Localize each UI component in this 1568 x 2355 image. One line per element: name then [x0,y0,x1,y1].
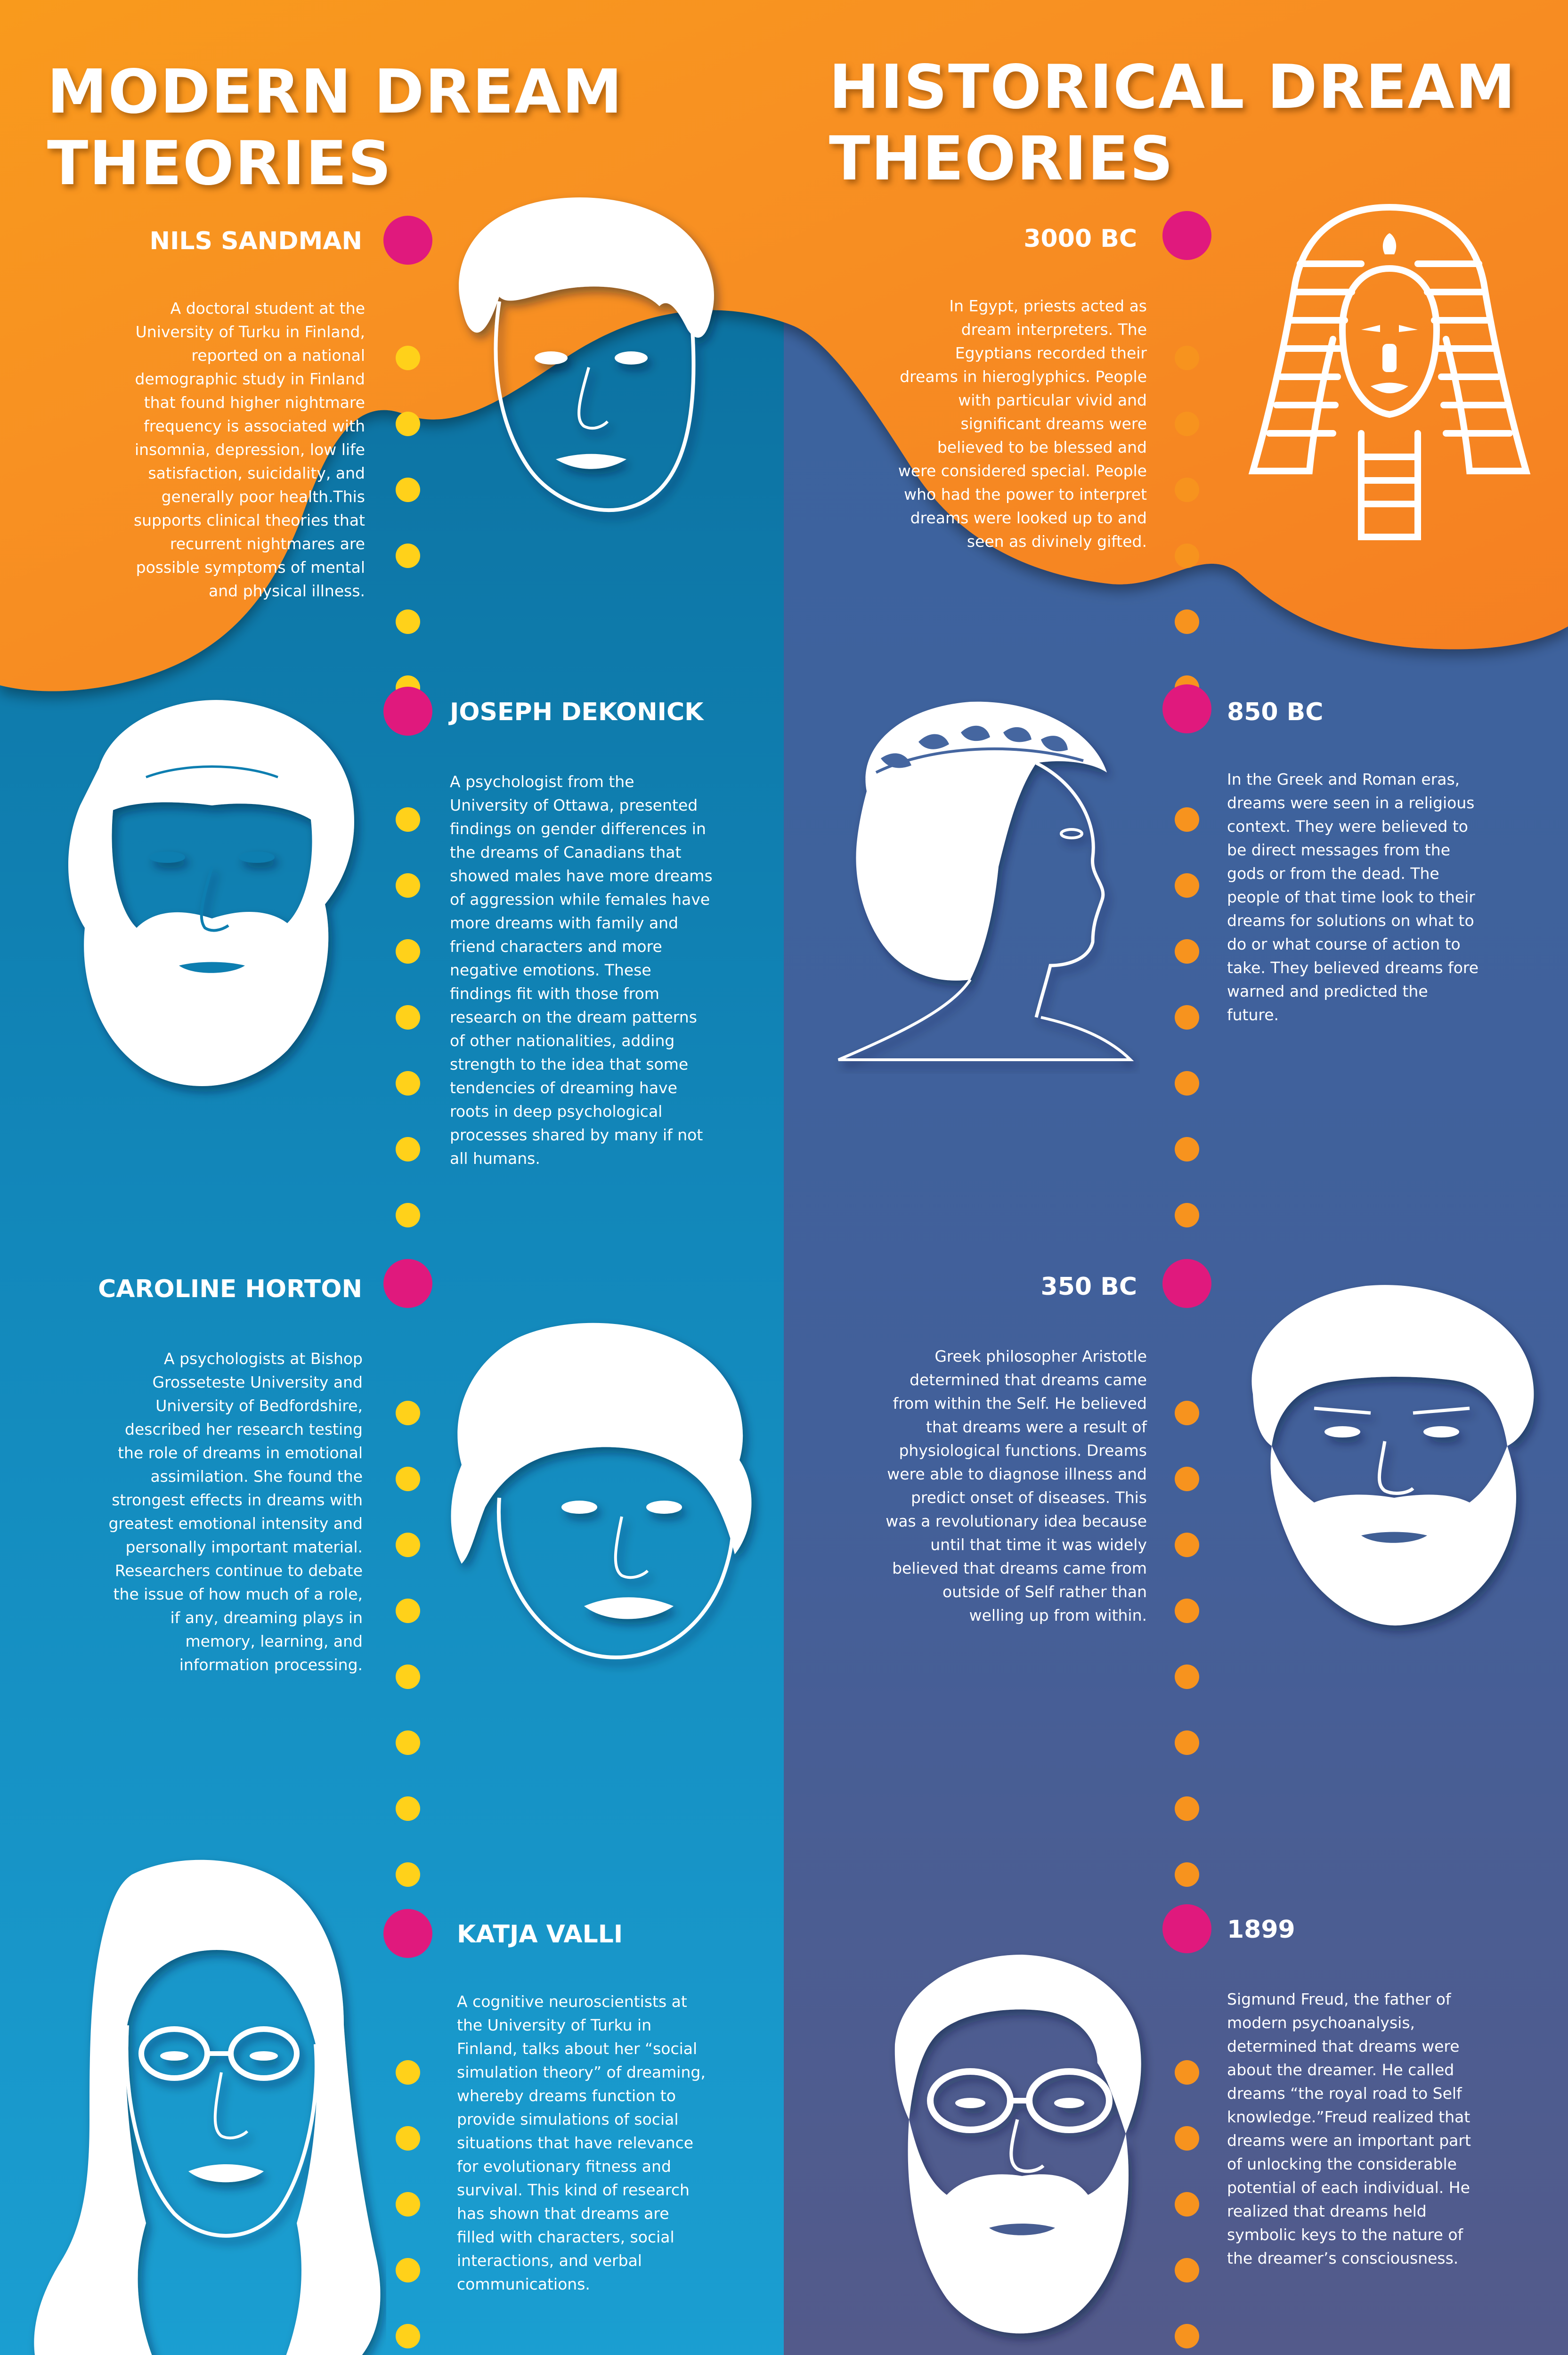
historical-timeline-dot [1175,346,1199,370]
modern-milestone-dot-2 [383,687,432,736]
historical-timeline-dot [1175,2126,1199,2151]
3000bc-label: 3000 BC [1024,225,1137,253]
modern-timeline-dot [396,346,420,370]
historical-timeline-dot [1175,1533,1199,1557]
modern-timeline-dot [396,939,420,964]
orange-cloud-banner [0,0,1568,691]
historical-timeline-dot [1175,609,1199,634]
historical-timeline-dot [1175,1796,1199,1821]
modern-timeline-dot [396,1203,420,1227]
historical-timeline-dot [1175,412,1199,436]
850bc-text: In the Greek and Roman eras, dreams were… [1227,770,1479,1024]
modern-heading-line2: THEORIES [47,129,392,199]
modern-timeline-dot [396,544,420,568]
joseph-dekonick-text: A psychologist from the University of Ot… [450,772,713,1168]
joseph-dekonick-name: JOSEPH DEKONICK [450,698,704,726]
modern-heading-line1: MODERN DREAM [47,57,623,127]
modern-milestone-dot-3 [383,1259,432,1308]
historical-timeline-dot [1175,1137,1199,1161]
modern-timeline-dot [396,2192,420,2217]
historical-timeline-dot [1175,2192,1199,2217]
850bc-label: 850 BC [1227,698,1324,726]
modern-timeline-dot [396,1599,420,1623]
historical-milestone-dot-1 [1162,211,1211,260]
nils-sandman-name: NILS SANDMAN [149,227,362,255]
laurel-wreath-profile-icon [837,701,1134,1061]
historical-theories-heading: HISTORICAL DREAM THEORIES [829,52,1516,195]
historical-milestone-dot-3 [1162,1259,1211,1308]
young-man-portrait-icon [459,197,714,512]
freud-portrait-icon [894,1955,1141,2334]
pharaoh-mask-icon [1248,204,1531,540]
historical-timeline-dot [1175,873,1199,898]
nils-sandman-text: A doctoral student at the University of … [133,299,365,600]
1899-label: 1899 [1227,1916,1295,1944]
historical-heading-line1: HISTORICAL DREAM [829,52,1517,122]
3000bc-text: In Egypt, priests acted as dream interpr… [898,297,1147,551]
caroline-horton-name: CAROLINE HORTON [98,1275,362,1303]
historical-timeline-dot [1175,2258,1199,2282]
historical-timeline-dot [1175,1071,1199,1096]
historical-timeline-dot [1175,2060,1199,2085]
350bc-text: Greek philosopher Aristotle determined t… [886,1347,1147,1624]
aristotle-portrait-icon [1251,1285,1534,1626]
katja-valli-text: A cognitive neuroscientists at the Unive… [457,1992,706,2293]
historical-timeline-dot [1175,1730,1199,1755]
historical-timeline-dot [1175,1665,1199,1689]
modern-theories-heading: MODERN DREAM THEORIES [47,57,623,200]
350bc-label: 350 BC [1040,1273,1137,1301]
historical-milestone-dot-4 [1162,1904,1211,1953]
historical-timeline-dot [1175,807,1199,832]
historical-timeline-dot [1175,939,1199,964]
modern-timeline-dot [396,1862,420,1887]
woman-with-glasses-portrait-icon [34,1860,381,2355]
historical-timeline-dot [1175,1862,1199,1887]
historical-timeline-dot [1175,1203,1199,1227]
historical-timeline-dot [1175,1401,1199,1425]
modern-timeline-dot [396,2126,420,2151]
modern-timeline-dot [396,412,420,436]
modern-timeline-dot [396,478,420,502]
katja-valli-name: KATJA VALLI [457,1920,623,1949]
modern-timeline-dot [396,1467,420,1491]
modern-timeline-dot [396,1137,420,1161]
historical-timeline-dot [1175,478,1199,502]
1899-text: Sigmund Freud, the father of modern psyc… [1227,1990,1471,2267]
modern-milestone-dot-1 [383,216,432,265]
historical-timeline-dot [1175,1005,1199,1030]
modern-timeline-dot [396,1665,420,1689]
historical-timeline-dot [1175,2324,1199,2348]
caroline-horton-text: A psychologists at Bishop Grosseteste Un… [108,1349,363,1674]
modern-milestone-dot-4 [383,1909,432,1958]
modern-timeline-dot [396,1401,420,1425]
bearded-man-portrait-icon [68,700,354,1086]
modern-timeline-dot [396,2324,420,2348]
modern-timeline-dot [396,2258,420,2282]
historical-timeline-dot [1175,544,1199,568]
modern-timeline-dot [396,609,420,634]
modern-timeline-dot [396,1796,420,1821]
modern-timeline-dot [396,1533,420,1557]
historical-timeline-dot [1175,1467,1199,1491]
woman-portrait-icon [451,1323,752,1659]
modern-timeline-dot [396,807,420,832]
modern-timeline-dot [396,2060,420,2085]
modern-timeline-dot [396,873,420,898]
modern-timeline-dot [396,1730,420,1755]
historical-milestone-dot-2 [1162,684,1211,733]
historical-heading-line2: THEORIES [829,124,1174,194]
modern-timeline-dot [396,1005,420,1030]
modern-timeline-dot [396,1071,420,1096]
historical-timeline-dot [1175,1599,1199,1623]
